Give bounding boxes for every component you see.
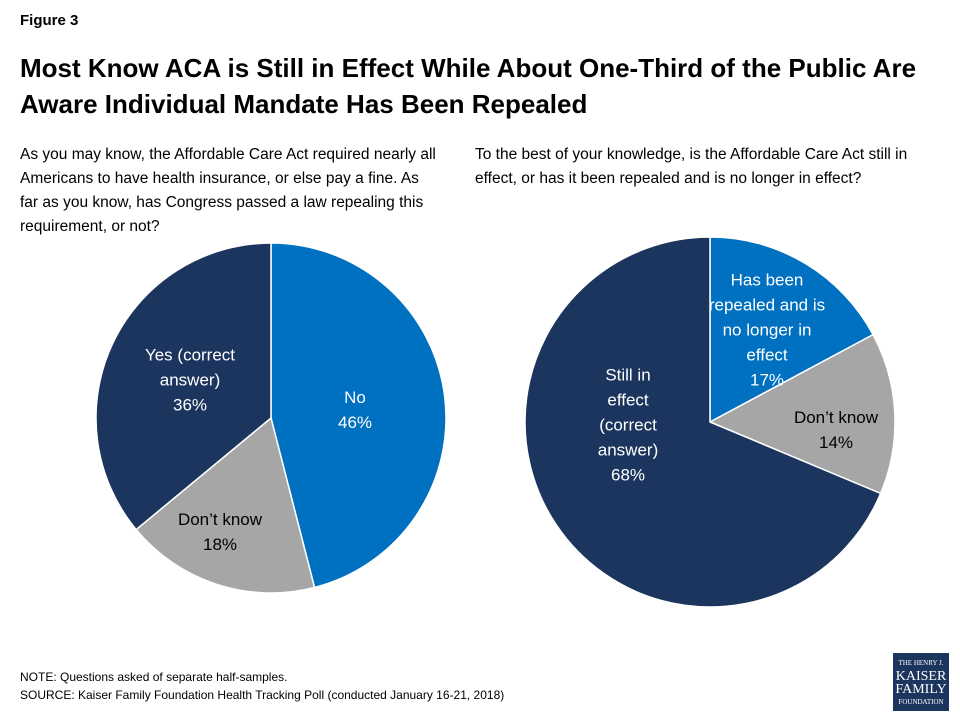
slice-label: Yes (correct answer) 36% (135, 343, 245, 418)
slice-label: Don’t know 14% (776, 405, 896, 455)
slice-label: No 46% (305, 385, 405, 435)
category-label: Has been repealed and is no longer in ef… (708, 270, 826, 365)
logo-text: KAISER (895, 669, 947, 684)
slice-label: Still in effect (correct answer) 68% (589, 363, 667, 488)
slice-label: Has been repealed and is no longer in ef… (702, 268, 832, 393)
note: NOTE: Questions asked of separate half-s… (20, 670, 288, 684)
category-label: Don’t know (177, 510, 263, 529)
value-label: 46% (337, 413, 373, 432)
value-label: 36% (172, 395, 208, 415)
pie-slice (524, 236, 882, 608)
category-label: Yes (correct answer) (144, 345, 236, 390)
value-label: 17% (749, 370, 785, 390)
pie-slice (708, 333, 896, 495)
pie-slice (135, 416, 316, 594)
source: SOURCE: Kaiser Family Foundation Health … (20, 688, 505, 702)
logo-text: FOUNDATION (898, 698, 944, 706)
category-label: Don’t know (793, 408, 879, 427)
slice-label: Don’t know 18% (160, 507, 280, 557)
pie-slice (270, 242, 447, 589)
value-label: 14% (818, 433, 854, 452)
value-label: 68% (610, 465, 646, 485)
pie-slice (95, 242, 272, 531)
category-label: No (344, 388, 366, 407)
title: Most Know ACA is Still in Effect While A… (20, 53, 917, 119)
value-label: 18% (202, 535, 238, 554)
pie-slice (709, 236, 875, 424)
category-label: Still in effect (correct answer) (597, 365, 659, 460)
logo: THE HENRY J. KAISER FAMILY FOUNDATION (893, 653, 949, 711)
subtitle: To the best of your knowledge, is the Af… (475, 146, 908, 187)
logo-text: FAMILY (895, 682, 947, 697)
figure-label: Figure 3 (20, 12, 79, 29)
logo-text: THE HENRY J. (898, 659, 944, 667)
subtitle: As you may know, the Affordable Care Act… (20, 146, 436, 235)
